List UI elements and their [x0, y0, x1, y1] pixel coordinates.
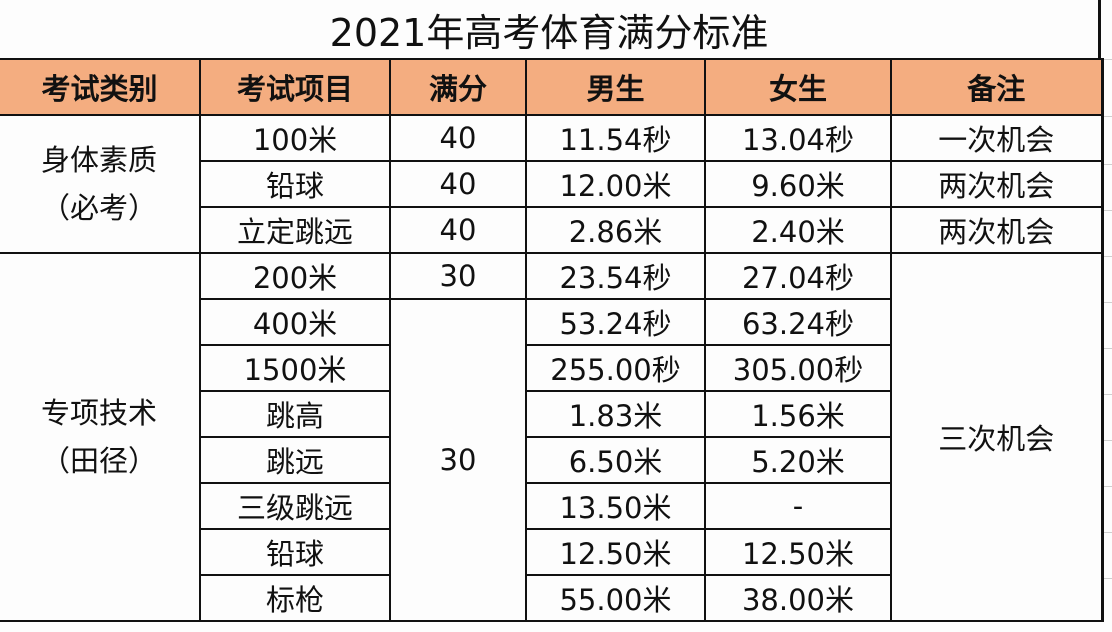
male-cell[interactable]: 12.00米 [525, 160, 706, 208]
header-female[interactable]: 女生 [704, 58, 892, 116]
gridline-tick [1103, 440, 1112, 441]
table-row: 跳远 6.50米 5.20米 [0, 436, 1102, 484]
page-title: 2021年高考体育满分标准 [0, 0, 1101, 59]
gridline-tick [1103, 302, 1112, 303]
male-cell[interactable]: 13.50米 [525, 482, 706, 530]
category-cell[interactable]: 身体素质 （必考） [0, 114, 201, 254]
header-row: 考试类别 考试项目 满分 男生 女生 备注 [0, 58, 1104, 116]
note-cell[interactable]: 两次机会 [890, 206, 1104, 254]
female-cell[interactable]: 12.50米 [704, 528, 892, 576]
female-cell[interactable]: 27.04秒 [704, 252, 892, 300]
score-cell[interactable]: 40 [389, 160, 527, 208]
table-row: 铅球 12.50米 12.50米 [0, 528, 1102, 576]
score-cell[interactable]: 40 [389, 114, 527, 162]
table-row: 跳高 1.83米 1.56米 [0, 390, 1102, 438]
female-cell[interactable]: 13.04秒 [704, 114, 892, 162]
item-cell[interactable]: 跳高 [199, 390, 391, 438]
score-cell[interactable]: 40 [389, 206, 527, 254]
item-cell[interactable]: 1500米 [199, 344, 391, 392]
male-cell[interactable]: 53.24秒 [525, 298, 706, 346]
gridline-tick [1103, 256, 1112, 257]
score-cell[interactable]: 30 [389, 298, 527, 622]
item-cell[interactable]: 铅球 [199, 528, 391, 576]
item-cell[interactable]: 400米 [199, 298, 391, 346]
table-row: 标枪 55.00米 38.00米 [0, 574, 1102, 622]
female-cell[interactable]: 9.60米 [704, 160, 892, 208]
note-cell[interactable]: 一次机会 [890, 114, 1104, 162]
table-row: 专项技术 （田径） 200米 30 23.54秒 27.04秒 三次机会 [0, 252, 1104, 622]
female-cell[interactable]: 5.20米 [704, 436, 892, 484]
table-row: 1500米 255.00秒 305.00秒 [0, 344, 1102, 392]
gridline-tick [1103, 348, 1112, 349]
table-row: 身体素质 （必考） 100米 40 11.54秒 13.04秒 一次机会 [0, 114, 1104, 254]
male-cell[interactable]: 55.00米 [525, 574, 706, 622]
male-cell[interactable]: 12.50米 [525, 528, 706, 576]
item-cell[interactable]: 立定跳远 [199, 206, 391, 254]
female-cell[interactable]: 1.56米 [704, 390, 892, 438]
item-cell[interactable]: 三级跳远 [199, 482, 391, 530]
table-row: 三级跳远 13.50米 - [0, 482, 1102, 530]
header-item[interactable]: 考试项目 [199, 58, 391, 116]
header-note[interactable]: 备注 [890, 58, 1104, 116]
gridline-tick [1103, 532, 1112, 533]
gridline-tick [1103, 116, 1112, 117]
table-row: 400米 30 53.24秒 63.24秒 [0, 298, 1102, 622]
header-male[interactable]: 男生 [525, 58, 706, 116]
gridline-tick [1103, 210, 1112, 211]
item-cell[interactable]: 标枪 [199, 574, 391, 622]
gridline-tick [1103, 394, 1112, 395]
category-cell[interactable]: 专项技术 （田径） [0, 252, 201, 622]
male-cell[interactable]: 23.54秒 [525, 252, 706, 300]
item-cell[interactable]: 跳远 [199, 436, 391, 484]
category-sub-label: （必考） [40, 191, 157, 225]
gridline-tick [1103, 59, 1112, 60]
table-row: 铅球 40 12.00米 9.60米 两次机会 [0, 160, 1104, 208]
gridline-tick [1103, 578, 1112, 579]
item-cell[interactable]: 100米 [199, 114, 391, 162]
gridline-tick [1103, 486, 1112, 487]
male-cell[interactable]: 6.50米 [525, 436, 706, 484]
header-full-score[interactable]: 满分 [389, 58, 527, 116]
header-category[interactable]: 考试类别 [0, 58, 201, 116]
category-label: 专项技术 [40, 396, 157, 430]
male-cell[interactable]: 1.83米 [525, 390, 706, 438]
score-cell[interactable]: 30 [389, 252, 527, 300]
item-cell[interactable]: 200米 [199, 252, 391, 300]
male-cell[interactable]: 2.86米 [525, 206, 706, 254]
table-row: 立定跳远 40 2.86米 2.40米 两次机会 [0, 206, 1104, 254]
item-cell[interactable]: 铅球 [199, 160, 391, 208]
female-cell[interactable]: 38.00米 [704, 574, 892, 622]
female-cell[interactable]: - [704, 482, 892, 530]
female-cell[interactable]: 63.24秒 [704, 298, 892, 346]
female-cell[interactable]: 305.00秒 [704, 344, 892, 392]
male-cell[interactable]: 255.00秒 [525, 344, 706, 392]
category-sub-label: （田径） [40, 444, 157, 478]
male-cell[interactable]: 11.54秒 [525, 114, 706, 162]
category-label: 身体素质 [40, 143, 157, 177]
note-cell[interactable]: 两次机会 [890, 160, 1104, 208]
note-cell[interactable]: 三次机会 [890, 252, 1104, 622]
standards-table: 考试类别 考试项目 满分 男生 女生 备注 身体素质 （必考） 100米 40 … [0, 58, 1104, 622]
female-cell[interactable]: 2.40米 [704, 206, 892, 254]
gridline-tick [1103, 164, 1112, 165]
